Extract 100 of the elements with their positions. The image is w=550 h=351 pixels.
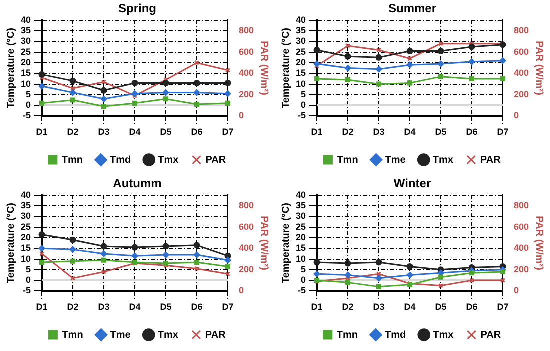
y2-tick-label: 600 [238, 46, 254, 57]
legend-label: Tmn [337, 154, 358, 166]
x-tick-label: D1 [311, 302, 323, 312]
y-tick-label: 30 [296, 211, 306, 222]
y-tick-label: 0 [26, 100, 32, 110]
y-tick-label: 10 [296, 78, 306, 89]
x-tick-label: D6 [191, 302, 203, 312]
x-tick-label: D7 [222, 127, 234, 138]
y-tick-label: 5 [300, 264, 306, 274]
x-tick-label: D5 [160, 127, 172, 138]
y2-axis-title: PAR (W/m²) [258, 216, 270, 270]
y2-tick-label: 0 [238, 286, 244, 296]
y2-tick-label: 600 [514, 46, 530, 57]
y-tick-label: 40 [20, 190, 32, 200]
x-tick-label: D7 [497, 302, 509, 312]
y-tick-label: 0 [26, 275, 32, 286]
x-tick-label: D6 [466, 127, 478, 138]
legend-label: Tmx [432, 154, 454, 166]
y2-tick-label: 200 [514, 264, 530, 274]
y2-tick-label: 0 [514, 286, 519, 296]
y-axis-title: Temperature (°C) [6, 28, 17, 109]
y2-tick-label: 800 [514, 200, 530, 211]
y2-tick-label: 600 [514, 222, 530, 232]
y-axis-title: Temperature (°C) [280, 28, 292, 109]
y-tick-label: 15 [20, 243, 32, 254]
y-tick-label: 0 [300, 100, 306, 110]
y-axis-title: Temperature (°C) [6, 203, 17, 284]
y-tick-label: 5 [26, 89, 32, 100]
y-tick-label: 35 [20, 200, 32, 211]
x-tick-label: D3 [98, 127, 110, 138]
legend-label: PAR [480, 330, 502, 341]
legend-label: Tmx [158, 330, 179, 341]
x-tick-label: D1 [36, 127, 48, 138]
y-tick-label: 30 [20, 211, 32, 222]
y-tick-label: 40 [20, 14, 32, 25]
legend-label: PAR [205, 330, 227, 341]
y-tick-label: 5 [300, 89, 306, 100]
y-tick-label: 5 [26, 264, 32, 274]
legend-label: Tme [385, 154, 406, 166]
x-tick-label: D6 [466, 302, 478, 312]
y-tick-label: -5 [298, 110, 306, 121]
y-tick-label: 25 [296, 46, 306, 57]
legend-label: Tmx [433, 330, 454, 341]
x-tick-label: D5 [160, 302, 172, 312]
y-axis-title: Temperature (°C) [280, 203, 292, 284]
y-tick-label: 40 [296, 190, 306, 200]
x-tick-label: D2 [342, 127, 354, 138]
y2-tick-label: 0 [238, 110, 244, 121]
x-tick-label: D1 [36, 302, 48, 312]
y-tick-label: 20 [296, 232, 306, 242]
y-tick-label: 15 [296, 68, 306, 78]
y-tick-label: 10 [20, 254, 32, 264]
y-tick-label: 30 [296, 36, 306, 46]
y2-tick-label: 400 [514, 243, 530, 254]
x-tick-label: D7 [222, 302, 234, 312]
y2-tick-label: 200 [238, 89, 254, 100]
y-tick-label: 15 [296, 243, 306, 254]
x-tick-label: D2 [67, 127, 79, 138]
legend-label: Tmx [158, 154, 180, 166]
legend-label: PAR [206, 154, 227, 166]
y-tick-label: 15 [20, 68, 32, 78]
x-tick-label: D3 [98, 302, 110, 312]
y2-tick-label: 800 [238, 200, 254, 211]
y2-axis-title: PAR (W/m²) [533, 41, 544, 96]
chart-title: Autumm [113, 176, 162, 191]
y-tick-label: 25 [20, 46, 32, 57]
y-tick-label: 40 [296, 14, 306, 25]
y2-tick-label: 400 [238, 243, 254, 254]
y-tick-label: 35 [296, 26, 306, 36]
x-tick-label: D2 [67, 302, 79, 312]
y-tick-label: -5 [298, 286, 306, 296]
y2-axis-title: PAR (W/m²) [533, 216, 544, 270]
x-tick-label: D4 [129, 302, 141, 312]
y-tick-label: 25 [20, 222, 32, 232]
x-tick-label: D3 [373, 302, 385, 312]
x-tick-label: D4 [129, 127, 141, 138]
y2-tick-label: 200 [514, 89, 530, 100]
legend-label: Tmd [385, 330, 406, 341]
y2-tick-label: 600 [238, 222, 254, 232]
legend-label: PAR [480, 154, 502, 166]
x-tick-label: D4 [404, 302, 416, 312]
legend-label: Tmn [336, 330, 358, 341]
y-tick-label: 30 [20, 36, 32, 46]
y-tick-label: 20 [20, 57, 32, 68]
chart-title: Winter [394, 176, 432, 191]
y-tick-label: 10 [296, 254, 306, 264]
x-tick-label: D5 [435, 127, 447, 138]
y2-tick-label: 200 [238, 264, 254, 274]
legend-label: Tmn [62, 154, 84, 166]
y-tick-label: 0 [300, 275, 306, 286]
x-tick-label: D4 [404, 127, 416, 138]
y-tick-label: 25 [296, 222, 306, 232]
x-tick-label: D6 [191, 127, 203, 138]
x-tick-label: D3 [373, 127, 385, 138]
x-tick-label: D1 [311, 127, 323, 138]
legend-label: Tme [110, 330, 132, 341]
legend-label: Tmn [62, 330, 84, 341]
y2-tick-label: 800 [514, 26, 530, 36]
y-tick-label: 20 [296, 57, 306, 68]
x-tick-label: D5 [435, 302, 447, 312]
